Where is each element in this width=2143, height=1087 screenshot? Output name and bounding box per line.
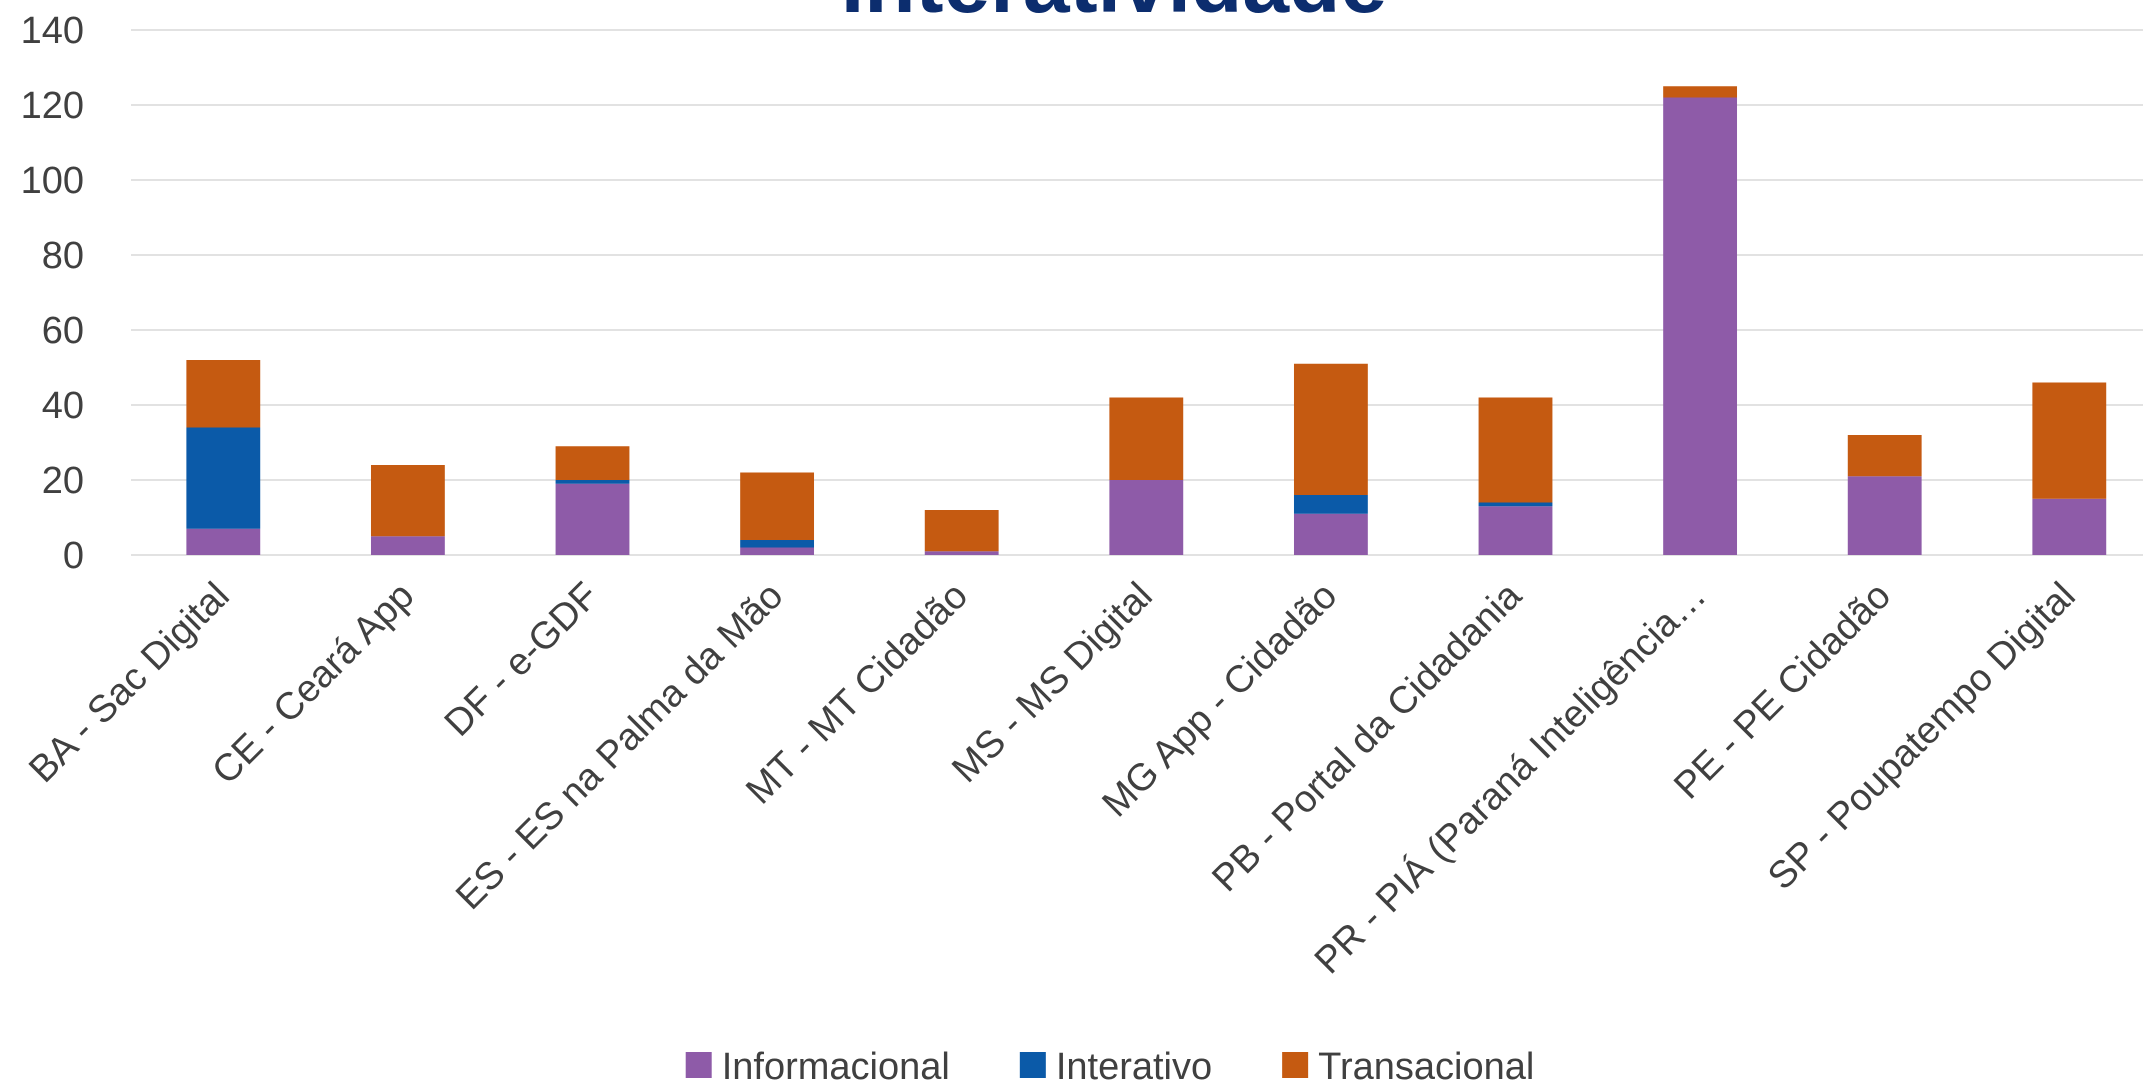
chart-title: Interatividade xyxy=(841,0,1387,30)
x-tick-label: CE - Ceará App xyxy=(204,575,422,793)
x-tick-label: BA - Sac Digital xyxy=(21,575,237,791)
x-tick-label: SP - Poupatempo Digital xyxy=(1760,575,2083,898)
bar-segment xyxy=(370,536,445,555)
bar-segment xyxy=(186,427,261,529)
y-tick-label: 40 xyxy=(42,385,84,427)
y-tick-label: 80 xyxy=(42,235,84,277)
bar-segment xyxy=(1478,502,1553,507)
bar-segment xyxy=(370,465,445,537)
bar-segment xyxy=(740,540,815,548)
bar-segment xyxy=(740,472,815,540)
bar-segment xyxy=(1663,86,1738,98)
x-tick-label: ES - ES na Palma da Mão xyxy=(448,575,791,918)
bar-segment xyxy=(1293,513,1368,555)
legend-label: Informacional xyxy=(722,1046,950,1087)
bar-segment xyxy=(1109,397,1184,480)
bar-segment xyxy=(1109,480,1184,555)
bar-segment xyxy=(186,528,261,555)
legend-label: Transacional xyxy=(1318,1046,1534,1087)
bar-segment xyxy=(1847,476,1922,555)
bar-segment xyxy=(2032,382,2107,499)
bar-segment xyxy=(1663,97,1738,555)
bar-segment xyxy=(924,551,999,555)
legend-swatch xyxy=(1019,1052,1046,1078)
bar-segment xyxy=(1847,435,1922,477)
legend-swatch xyxy=(685,1052,712,1078)
bar-segment xyxy=(555,446,630,480)
x-tick-label: DF - e-GDF xyxy=(437,575,607,745)
y-tick-label: 60 xyxy=(42,310,84,352)
legend-label: Interativo xyxy=(1056,1046,1212,1087)
y-tick-label: 20 xyxy=(42,460,84,502)
y-tick-label: 120 xyxy=(21,85,84,127)
bar-segment xyxy=(1478,397,1553,503)
bar-segment xyxy=(1478,506,1553,555)
bar-segment xyxy=(924,510,999,552)
bar-segment xyxy=(2032,498,2107,555)
x-tick-label: PR - PIÁ (Paraná Inteligência… xyxy=(1306,574,1714,982)
bar-segment xyxy=(1293,363,1368,495)
bar-segment xyxy=(555,480,630,484)
x-tick-label: MS - MS Digital xyxy=(944,575,1160,791)
bar-segment xyxy=(740,547,815,555)
y-tick-label: 140 xyxy=(21,10,84,52)
x-tick-label: PB - Portal da Cidadania xyxy=(1204,574,1530,900)
bar-segment xyxy=(1293,495,1368,514)
bar-segment xyxy=(186,360,261,428)
bar-segment xyxy=(555,483,630,555)
legend-swatch xyxy=(1282,1052,1309,1078)
y-tick-label: 100 xyxy=(21,160,84,202)
y-tick-label: 0 xyxy=(63,535,84,577)
